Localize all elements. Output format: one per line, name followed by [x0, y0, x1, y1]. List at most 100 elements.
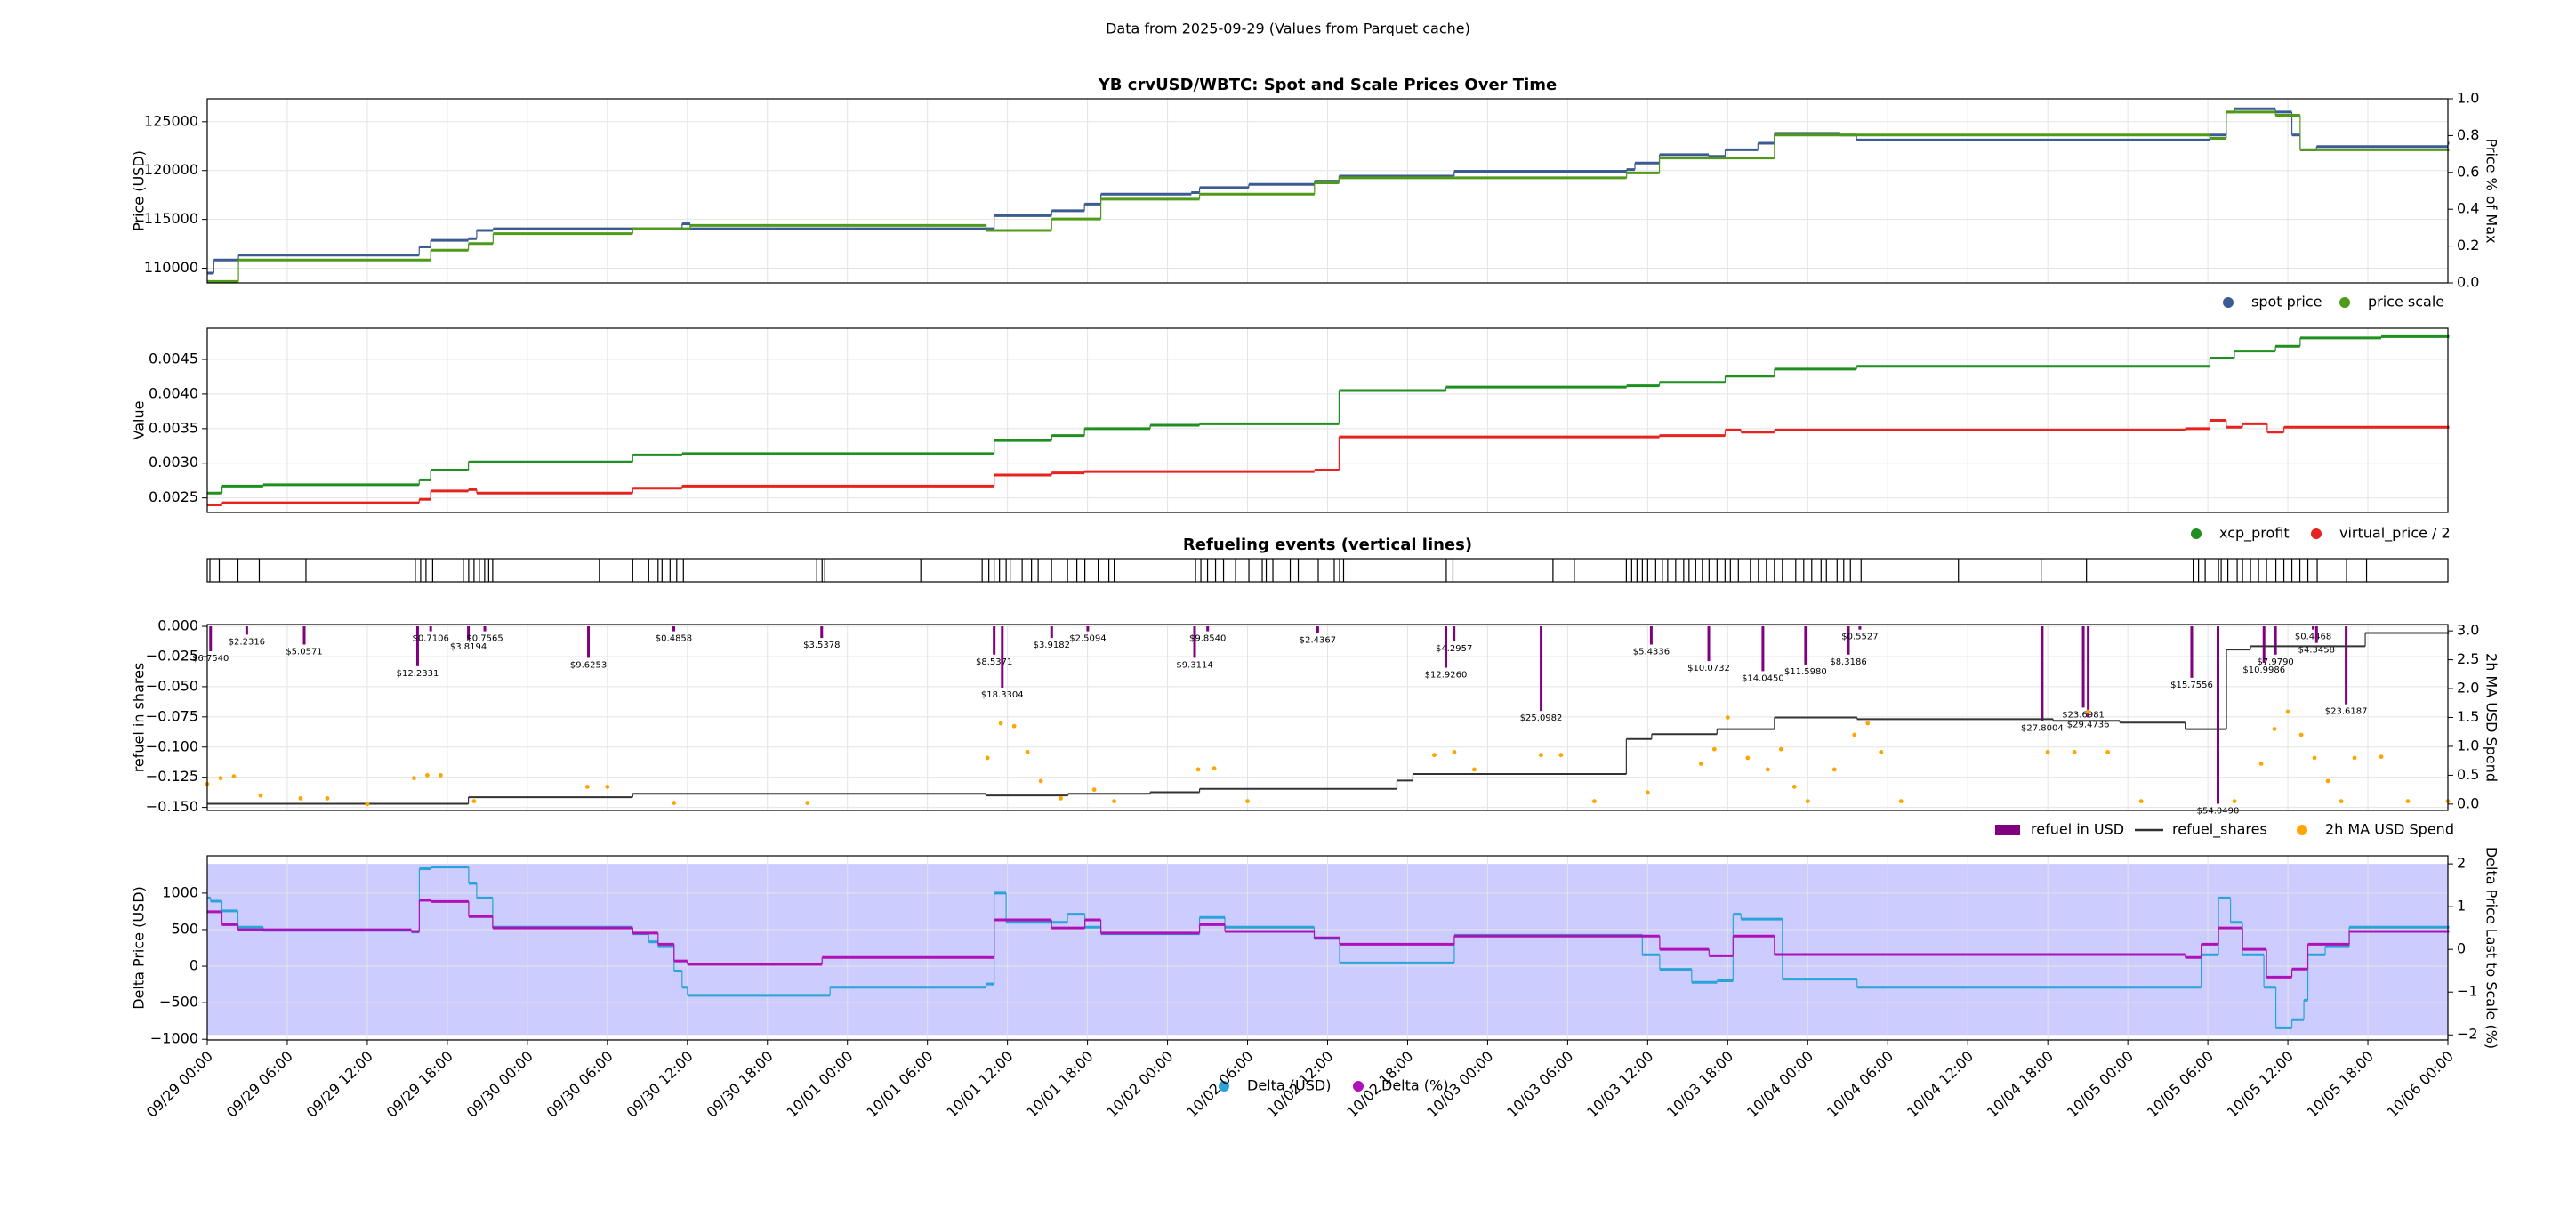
y-tick-label: −0.125: [146, 768, 198, 785]
bar-label: $9.8540: [1189, 634, 1226, 644]
point: [1791, 784, 1797, 789]
point: [1452, 750, 1457, 754]
bar: [1001, 626, 1004, 688]
point: [1698, 762, 1703, 766]
legend-label: refuel in USD: [2031, 821, 2124, 838]
point: [1011, 723, 1017, 729]
y-tick-label: −0.025: [146, 647, 198, 664]
point: [2258, 762, 2264, 766]
point: [1898, 799, 1904, 804]
bar: [2345, 626, 2348, 705]
bar: [672, 626, 675, 632]
bar: [1540, 626, 1543, 712]
bar: [2081, 626, 2085, 708]
bar: [1707, 626, 1711, 662]
point: [2298, 732, 2304, 737]
point: [218, 776, 223, 781]
y-axis-label: Price (USD): [131, 150, 148, 231]
y-axis-label: Value: [131, 401, 148, 440]
bar-label: $12.2331: [397, 669, 439, 679]
y2-tick-label: 1.0: [2457, 737, 2479, 754]
y2-tick-label: 0.2: [2457, 237, 2479, 254]
legend-label: xcp_profit: [2219, 525, 2290, 543]
bar-label: $9.3114: [1176, 660, 1212, 670]
y2-tick-label: 1: [2457, 898, 2466, 915]
point: [2085, 709, 2090, 714]
point: [1591, 799, 1597, 804]
point: [1558, 753, 1564, 758]
bar-label: $4.2957: [1436, 644, 1472, 654]
y-tick-label: −500: [159, 994, 198, 1011]
bar: [1444, 626, 1447, 668]
bar: [415, 626, 419, 666]
point: [1711, 746, 1717, 752]
point: [425, 773, 430, 778]
legend-marker: [2223, 297, 2234, 308]
legend-marker: [1219, 1081, 1229, 1092]
bar-label: $0.4858: [656, 634, 692, 644]
y-tick-label: −0.050: [146, 677, 198, 694]
bar: [2041, 626, 2044, 721]
axes-frame: [206, 98, 2449, 284]
point: [2045, 750, 2050, 754]
y-tick-label: 110000: [144, 259, 198, 276]
y2-tick-label: 0.4: [2457, 200, 2479, 217]
bar-label: $5.4336: [1633, 648, 1670, 657]
bar: [2274, 626, 2277, 655]
bar-label: $18.3304: [981, 690, 1024, 700]
y2-tick-label: 3.0: [2457, 622, 2479, 639]
bar: [1649, 626, 1653, 645]
bar: [2262, 626, 2266, 664]
y-tick-label: 500: [171, 920, 198, 937]
y-tick-label: 0.0030: [149, 454, 198, 471]
point: [1432, 753, 1437, 758]
bar-label: $10.0732: [1687, 664, 1730, 673]
bar: [2314, 626, 2318, 643]
y2-tick-label: 2: [2457, 855, 2466, 872]
bar-label: $25.0982: [1520, 713, 1563, 723]
y-tick-label: 0.000: [157, 617, 198, 634]
legend-marker: [2297, 825, 2307, 835]
legend-label: Delta (%): [1381, 1077, 1448, 1094]
point: [2272, 727, 2277, 731]
point: [2325, 778, 2330, 784]
point: [985, 755, 990, 761]
point: [2379, 754, 2384, 760]
bar-label: $29.4736: [2067, 721, 2110, 730]
bar-label: $5.0571: [286, 648, 322, 657]
bar-label: $7.9790: [2257, 657, 2293, 667]
axes-frame: [206, 624, 2449, 811]
bar-label: $12.9260: [1425, 671, 1468, 681]
bar-label: $11.5980: [1784, 667, 1827, 677]
bar: [429, 626, 432, 632]
bar: [1804, 626, 1807, 665]
point: [1765, 767, 1770, 772]
y-tick-label: 115000: [144, 210, 198, 227]
bar: [1206, 626, 1210, 632]
point: [1195, 767, 1201, 772]
point: [1059, 795, 1064, 801]
bar: [993, 626, 996, 655]
bar-label: $54.0490: [2197, 807, 2240, 817]
bar-label: $8.5371: [976, 657, 1012, 667]
bar-label: $15.7556: [2170, 681, 2213, 690]
bar: [2312, 626, 2315, 630]
point: [258, 793, 263, 798]
point: [2105, 750, 2111, 754]
bar-label: $2.5094: [1069, 634, 1106, 644]
bar: [1086, 626, 1090, 632]
bar-label: $2.4367: [1300, 636, 1336, 646]
point: [605, 784, 610, 789]
y-tick-label: 0.0040: [149, 384, 198, 401]
bar: [1858, 626, 1862, 630]
y2-tick-label: 0: [2457, 940, 2466, 957]
bar-label: $23.6187: [2325, 707, 2368, 717]
y-tick-label: 1000: [162, 883, 198, 900]
y2-axis-label: 2h MA USD Spend: [2483, 653, 2500, 782]
y-tick-label: −0.100: [146, 737, 198, 754]
bar-label: $0.7106: [412, 634, 448, 644]
bar: [2087, 626, 2090, 718]
bar: [2190, 626, 2194, 678]
point: [1852, 732, 1857, 737]
